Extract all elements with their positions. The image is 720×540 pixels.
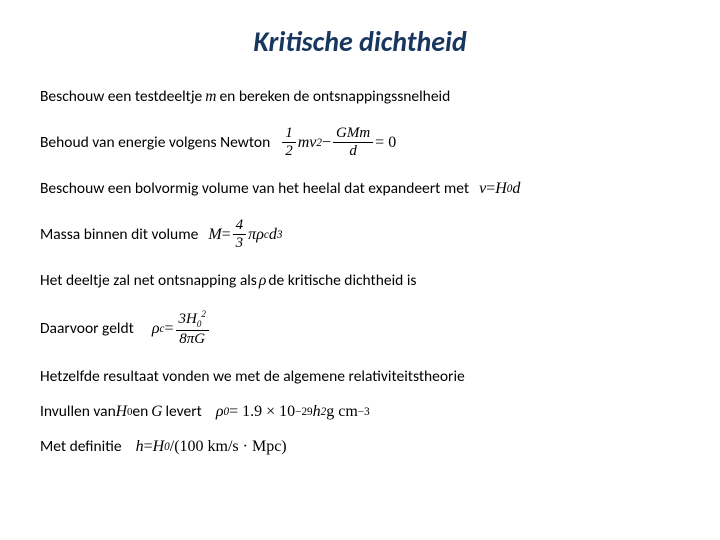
n-0: 0 [197,319,202,329]
H: H [495,180,507,198]
H-inline: H [116,403,127,421]
line-3: Beschouw een bolvormig volume van het he… [40,179,680,198]
formula-h: h = H0 /(100 km/s · Mpc) [136,438,287,456]
eq0: = 0 [375,134,396,152]
line-3-text: Beschouw een bolvormig volume van het he… [40,179,469,198]
line-9: Met definitie h = H0 /(100 km/s · Mpc) [40,437,680,456]
line-5-text-a: Het deeltje zal net ontsnapping als [40,271,257,290]
h: h [313,403,321,421]
mv: mv [298,134,317,152]
line-5-text-b: de kritische dichtheid is [268,271,416,290]
line-8-text-b: en [132,402,148,421]
frac-half-num: 1 [282,126,296,143]
units: g cm [326,403,358,421]
d-G: G [194,331,205,347]
rho: ρ [256,226,264,244]
line-4-text: Massa binnen dit volume [40,225,198,244]
n-3H: 3H [179,311,197,327]
rho: ρ [152,320,160,338]
line-1-text-a: Beschouw een testdeeltje [40,87,202,106]
frac-rhoc: 3H02 8πG [176,310,209,347]
line-7-text: Hetzelfde resultaat vonden we met de alg… [40,367,465,386]
frac-gmm-num: GMm [333,126,373,143]
d: d [269,226,277,244]
H: H [153,438,165,456]
exp: −29 [295,406,313,418]
line-1-m: m [205,88,216,106]
frac-half-den: 2 [282,143,296,159]
line-6-text: Daarvoor geldt [40,319,134,338]
line-1: Beschouw een testdeeltje m en bereken de… [40,87,680,106]
pi: π [248,226,256,244]
val: = 1.9 × 10 [229,403,295,421]
line-8-text-c: levert [165,402,201,421]
d-8pi: 8π [179,331,194,347]
line-2: Behoud van energie volgens Newton 1 2 mv… [40,126,680,159]
rho: ρ [216,403,224,421]
G-inline: G [151,403,162,421]
frac-gmm: GMm d [333,126,373,159]
rest: /(100 km/s · Mpc) [170,438,287,456]
frac-43-num: 4 [233,218,247,235]
line-7: Hetzelfde resultaat vonden we met de alg… [40,367,680,386]
line-9-text: Met definitie [40,437,122,456]
eq: = [144,438,153,456]
line-2-text: Behoud van energie volgens Newton [40,133,270,152]
rho-inline: ρ [259,272,266,290]
page-title: Kritische dichtheid [40,24,680,59]
eq: = [164,320,173,338]
line-1-text-b: en bereken de ontsnappingssnelheid [219,87,450,106]
minus: − [322,134,331,152]
formula-hubble-v: v = H0 d [479,180,520,198]
eq: = [486,180,495,198]
frac-gmm-den: d [346,143,360,159]
m3: −3 [358,406,370,418]
line-6: Daarvoor geldt ρc = 3H02 8πG [40,310,680,347]
v: v [479,180,486,198]
d: d [512,180,520,198]
M: M [208,226,221,244]
h: h [136,438,144,456]
formula-rhoc: ρc = 3H02 8πG [152,310,211,347]
eq: = [222,226,231,244]
line-8-text-a: Invullen van [40,402,116,421]
formula-energy: 1 2 mv2 − GMm d = 0 [280,126,396,159]
frac-43-den: 3 [233,235,247,251]
formula-mass: M = 4 3 π ρc d3 [208,218,282,251]
slide: Kritische dichtheid Beschouw een testdee… [0,0,720,540]
d-3: 3 [277,229,283,241]
frac-43: 4 3 [233,218,247,251]
frac-half: 1 2 [282,126,296,159]
line-5: Het deeltje zal net ontsnapping als ρ de… [40,271,680,290]
frac-rhoc-num: 3H02 [176,310,209,331]
n-2: 2 [201,309,206,319]
frac-rhoc-den: 8πG [176,331,208,347]
line-8: Invullen van H0 en G levert ρ0 = 1.9 × 1… [40,402,680,421]
formula-rho0: ρ0 = 1.9 × 10−29 h2 g cm−3 [216,403,370,421]
line-4: Massa binnen dit volume M = 4 3 π ρc d3 [40,218,680,251]
